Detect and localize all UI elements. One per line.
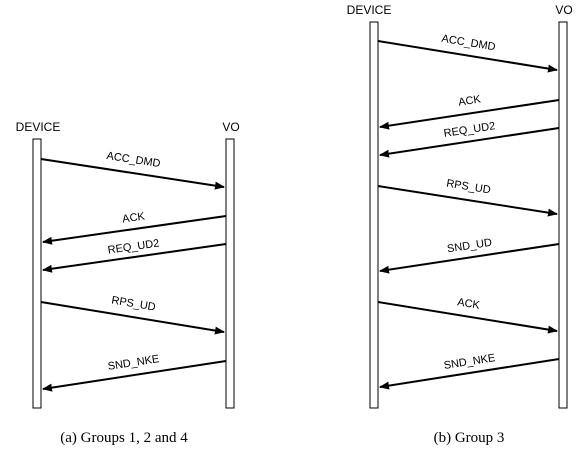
device-lifeline-a [32, 138, 42, 409]
message-arrow-a-2 [42, 243, 227, 273]
message-label-a-4: SND_NKE [107, 353, 160, 373]
message-label-b-0: ACC_DMD [441, 33, 497, 54]
caption-b: (b) Group 3 [433, 430, 505, 446]
message-arrow-b-4 [379, 243, 560, 274]
message-label-b-2: REQ_UD2 [443, 120, 496, 140]
message-label-a-1: ACK [122, 210, 147, 225]
message-label-b-6: SND_NKE [443, 352, 496, 372]
diagram-a: DEVICE VO ACC_DMD ACK REQ_UD2 RPS_UD SND… [16, 120, 240, 409]
diagram-b: DEVICE VO ACC_DMD ACK REQ_UD2 RPS_UD SND… [347, 3, 573, 409]
message-label-b-1: ACK [457, 93, 482, 108]
message-arrow-a-1 [42, 215, 227, 245]
vo-lifeline-b [558, 21, 568, 409]
message-arrow-b-5 [377, 301, 558, 334]
message-arrow-b-6 [379, 358, 560, 390]
message-label-b-3: RPS_UD [445, 178, 491, 197]
message-arrow-b-3 [377, 185, 558, 217]
device-label-b: DEVICE [347, 3, 392, 17]
message-label-b-5: ACK [456, 296, 481, 312]
message-arrow-a-4 [42, 360, 227, 392]
message-arrow-a-0 [40, 158, 225, 190]
message-arrow-a-3 [40, 301, 225, 335]
caption-a: (a) Groups 1, 2 and 4 [60, 430, 188, 446]
message-label-a-0: ACC_DMD [106, 150, 162, 170]
message-arrow-b-0 [377, 40, 558, 73]
vo-label-a: VO [222, 120, 239, 134]
device-lifeline-b [369, 21, 379, 409]
device-label-a: DEVICE [16, 120, 61, 134]
message-arrow-b-2 [379, 127, 560, 158]
message-label-b-4: SND_UD [446, 237, 493, 256]
vo-label-b: VO [555, 3, 572, 17]
message-arrow-b-1 [379, 99, 560, 130]
message-label-a-3: RPS_UD [110, 295, 156, 314]
vo-lifeline-a [225, 138, 235, 409]
